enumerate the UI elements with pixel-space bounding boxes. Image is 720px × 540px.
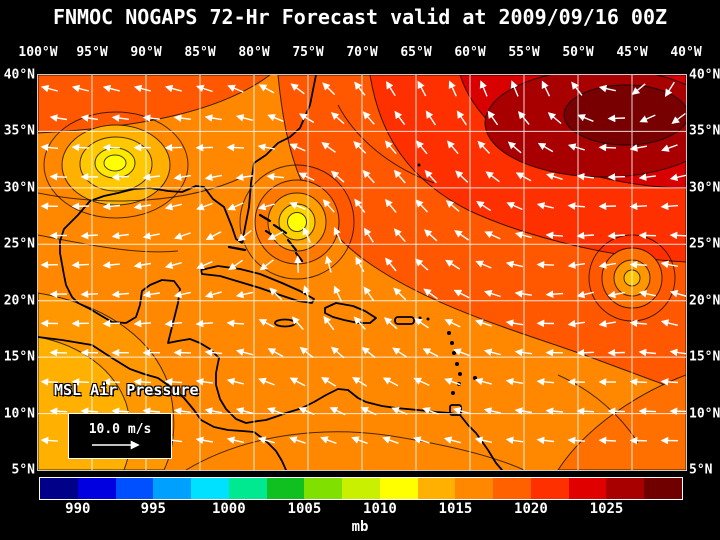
colorbar-tick-label: 1005 [287,501,322,517]
colorbar [39,477,683,500]
pressure-map-image [37,68,720,471]
lat-tick-label: 40°N [3,67,35,83]
colorbar-segment [191,478,229,499]
colorbar-segment [493,478,531,499]
lon-tick-label: 60°W [454,45,486,60]
lat-tick-label: 10°N [689,406,720,422]
lon-tick-label: 100°W [18,45,58,60]
colorbar-segment [644,478,683,499]
colorbar-segment [530,478,569,499]
lat-tick-label: 20°N [689,293,720,309]
colorbar-segment [342,478,380,499]
colorbar-segment [379,478,418,499]
lat-tick-label: 35°N [689,123,720,139]
wind-scale-legend: 10.0 m/s [68,413,172,459]
colorbar-tick-label: 1010 [363,501,397,517]
lat-lon-grid [38,75,686,470]
wind-vector-arrows [40,80,688,445]
lon-tick-label: 75°W [292,45,324,60]
colorbar-tick-label: 1025 [589,501,624,517]
colorbar-tick-labels: 990 995 1000 1005 1010 1015 1020 1025 [0,501,720,517]
lat-tick-label: 30°N [689,180,720,196]
colorbar-segment [455,478,494,499]
colorbar-segment [304,478,343,499]
colorbar-segment [40,478,78,499]
lon-tick-label: 65°W [400,45,432,60]
wind-scale-arrow-icon [92,440,140,449]
lon-tick-label: 45°W [616,45,648,60]
lon-tick-label: 50°W [562,45,594,60]
colorbar-tick-label: 1020 [514,501,548,517]
colorbar-tick-label: 1015 [438,501,473,517]
colorbar-tick-label: 1000 [211,501,246,517]
colorbar-unit: mb [351,519,369,535]
colorbar-segment [266,478,305,499]
lat-tick-label: 5°N [11,462,35,478]
lat-tick-label: 10°N [3,406,35,422]
lat-tick-label: 5°N [689,462,713,478]
lat-tick-label: 25°N [3,236,35,252]
colorbar-segment [153,478,192,499]
lon-tick-label: 90°W [130,45,162,60]
colorbar-segment [417,478,456,499]
colorbar-tick-label: 990 [65,501,91,517]
lat-tick-label: 35°N [3,123,35,139]
lon-tick-label: 70°W [346,45,378,60]
colorbar-tick-label: 995 [140,501,166,517]
map-layer-label: MSL Air Pressure [54,381,199,399]
lat-tick-label: 25°N [689,236,720,252]
wind-scale-value: 10.0 m/s [88,421,152,437]
lon-tick-label: 55°W [508,45,540,60]
map-area: MSL Air Pressure 10.0 m/s [37,68,720,471]
lat-tick-label: 30°N [3,180,35,196]
lat-tick-label: 15°N [3,349,35,365]
colorbar-segment [115,478,154,499]
lon-tick-label: 85°W [184,45,216,60]
colorbar-segment [77,478,116,499]
lon-tick-label: 95°W [76,45,108,60]
colorbar-segment [228,478,267,499]
colorbar-segment [606,478,645,499]
lat-tick-label: 20°N [3,293,35,309]
colorbar-segment [568,478,607,499]
lat-tick-label: 15°N [689,349,720,365]
lon-tick-label: 80°W [238,45,270,60]
lat-tick-label: 40°N [689,67,720,83]
page-title: FNMOC NOGAPS 72-Hr Forecast valid at 200… [52,5,668,29]
lon-tick-label: 40°W [670,45,702,60]
